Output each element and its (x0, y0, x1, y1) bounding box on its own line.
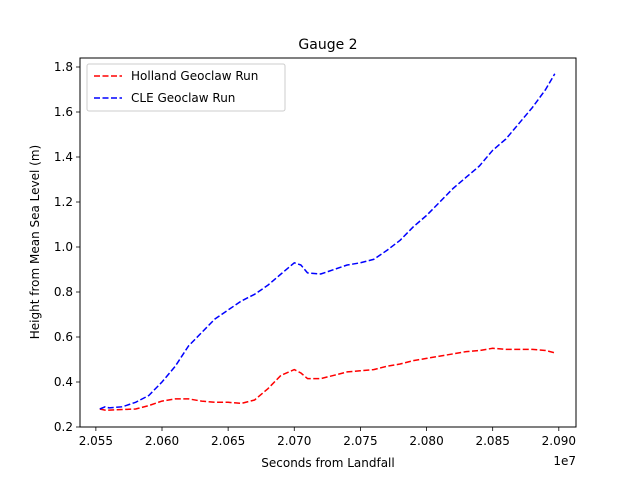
y-tick-label: 0.6 (54, 330, 73, 344)
series-line-0 (99, 347, 555, 411)
y-tick-label: 1.4 (54, 150, 73, 164)
y-tick-label: 0.2 (54, 420, 73, 434)
y-tick-label: 1.0 (54, 240, 73, 254)
legend: Holland Geoclaw Run CLE Geoclaw Run (86, 63, 286, 112)
x-tick-label: 2.080 (409, 434, 443, 448)
x-offset-label: 1e7 (553, 454, 576, 468)
y-axis: 0.2 0.4 0.6 0.8 1.0 1.2 1.4 1.6 1.8 (54, 60, 80, 434)
y-axis-label: Height from Mean Sea Level (m) (28, 145, 42, 339)
plot-frame (79, 57, 577, 428)
y-tick-label: 1.6 (54, 105, 73, 119)
y-tick-label: 0.8 (54, 285, 73, 299)
plot-lines (99, 73, 556, 411)
x-tick-label: 2.090 (542, 434, 576, 448)
x-axis: 2.055 2.060 2.065 2.070 2.075 2.080 2.085 2.090 (79, 427, 576, 448)
y-tick-label: 0.4 (54, 375, 73, 389)
x-tick-label: 2.085 (475, 434, 509, 448)
x-tick-label: 2.065 (211, 434, 245, 448)
x-axis-label: Seconds from Landfall (261, 456, 394, 470)
x-tick-label: 2.075 (343, 434, 377, 448)
legend-label-cle: CLE Geoclaw Run (131, 91, 235, 105)
chart-title: Gauge 2 (298, 37, 357, 53)
legend-label-holland: Holland Geoclaw Run (131, 69, 258, 83)
x-tick-label: 2.070 (277, 434, 311, 448)
y-tick-label: 1.8 (54, 60, 73, 74)
y-tick-label: 1.2 (54, 195, 73, 209)
x-tick-label: 2.055 (79, 434, 113, 448)
x-tick-label: 2.060 (145, 434, 179, 448)
series-line-1 (99, 73, 556, 410)
legend-box (86, 63, 286, 112)
